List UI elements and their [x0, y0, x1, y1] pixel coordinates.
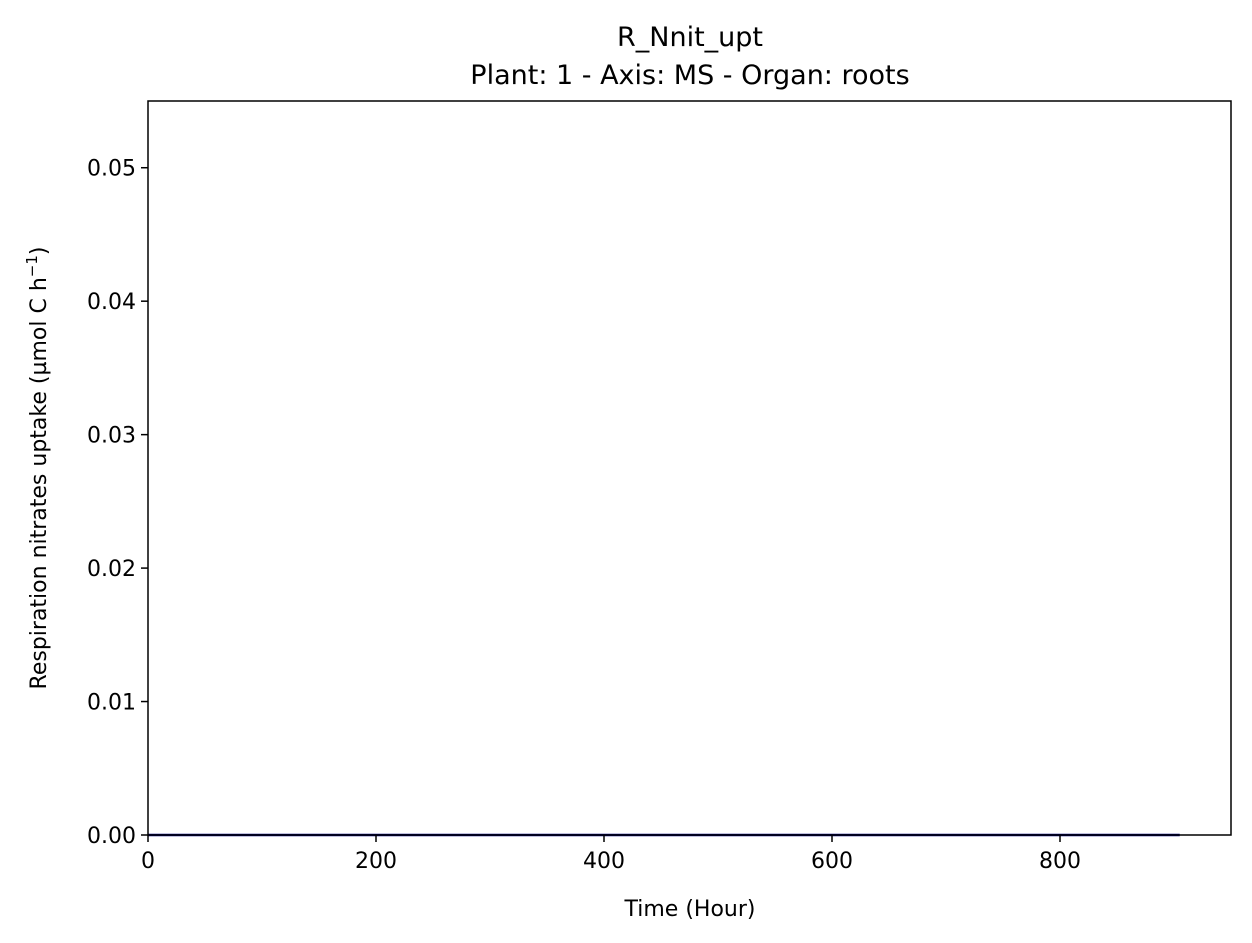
plot-frame — [147, 100, 1232, 836]
x-tick-label: 400 — [583, 849, 625, 874]
chart-title: R_Nnit_upt — [617, 22, 763, 53]
y-tick-label: 0.01 — [87, 691, 136, 716]
x-tick-label: 200 — [355, 849, 397, 874]
chart-subtitle: Plant: 1 - Axis: MS - Organ: roots — [470, 60, 909, 91]
y-axis-label-close: ) — [27, 247, 52, 256]
y-axis-ticks: 0.00 0.01 0.02 0.03 0.04 0.05 — [87, 157, 148, 849]
y-tick-label: 0.00 — [87, 824, 136, 849]
x-tick-label: 800 — [1039, 849, 1081, 874]
y-tick-label: 0.03 — [87, 424, 136, 449]
y-axis-label-main: Respiration nitrates uptake (µmol C h — [27, 277, 52, 689]
y-axis-label: Respiration nitrates uptake (µmol C h−1) — [23, 247, 52, 690]
plot-background — [148, 101, 1231, 835]
x-tick-label: 600 — [811, 849, 853, 874]
y-tick-label: 0.04 — [87, 290, 136, 315]
x-tick-label: 0 — [141, 849, 155, 874]
y-tick-label: 0.02 — [87, 557, 136, 582]
x-axis-ticks: 0 200 400 600 800 — [141, 835, 1081, 874]
y-tick-label: 0.05 — [87, 157, 136, 182]
x-axis-label: Time (Hour) — [624, 897, 756, 922]
y-axis-label-superscript: −1 — [23, 255, 41, 277]
plot-area — [147, 100, 1232, 837]
